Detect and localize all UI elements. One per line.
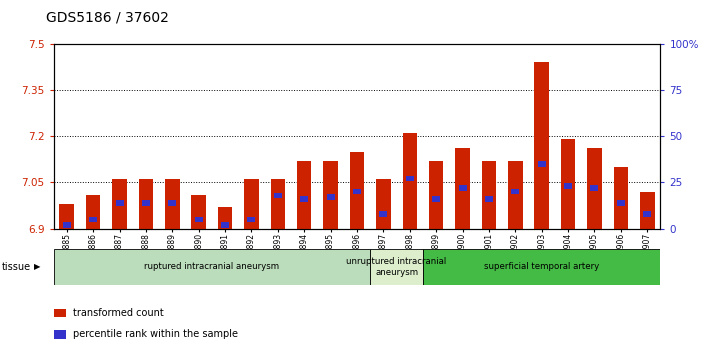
Bar xyxy=(508,161,523,229)
Bar xyxy=(326,195,335,200)
Bar xyxy=(482,161,496,229)
Bar xyxy=(54,309,66,317)
Bar xyxy=(271,179,285,229)
Bar xyxy=(403,133,417,229)
Bar xyxy=(165,179,179,229)
Bar xyxy=(640,192,655,229)
Bar xyxy=(617,200,625,205)
Text: unruptured intracranial
aneurysm: unruptured intracranial aneurysm xyxy=(346,257,447,277)
Bar xyxy=(353,189,361,195)
Bar xyxy=(116,200,124,205)
Bar xyxy=(59,204,74,229)
Bar xyxy=(248,217,256,222)
Bar xyxy=(511,189,519,195)
Bar xyxy=(485,196,493,202)
Bar xyxy=(63,222,71,228)
Bar xyxy=(535,62,549,229)
Bar xyxy=(218,207,232,229)
Bar xyxy=(54,330,66,339)
Bar xyxy=(423,249,660,285)
Bar xyxy=(370,249,423,285)
Bar xyxy=(590,185,598,191)
Bar xyxy=(274,193,282,198)
Bar xyxy=(112,179,127,229)
Bar xyxy=(379,211,388,217)
Text: ▶: ▶ xyxy=(34,262,41,271)
Text: GDS5186 / 37602: GDS5186 / 37602 xyxy=(46,11,169,25)
Text: superficial temporal artery: superficial temporal artery xyxy=(484,262,599,271)
Text: percentile rank within the sample: percentile rank within the sample xyxy=(74,329,238,339)
Bar xyxy=(221,222,229,228)
Text: ruptured intracranial aneurysm: ruptured intracranial aneurysm xyxy=(144,262,279,271)
Text: tissue: tissue xyxy=(2,262,31,272)
Bar xyxy=(643,211,651,217)
Bar xyxy=(538,161,545,167)
Bar xyxy=(350,152,364,229)
Bar xyxy=(432,196,440,202)
Bar xyxy=(587,148,602,229)
Bar xyxy=(458,185,466,191)
Bar xyxy=(244,179,258,229)
Text: transformed count: transformed count xyxy=(74,308,164,318)
Bar xyxy=(376,179,391,229)
Bar xyxy=(191,195,206,229)
Bar xyxy=(300,196,308,202)
Bar xyxy=(86,195,101,229)
Bar xyxy=(406,176,414,182)
Bar xyxy=(564,183,572,189)
Bar xyxy=(429,161,443,229)
Bar xyxy=(89,217,97,222)
Bar xyxy=(195,217,203,222)
Bar xyxy=(560,139,575,229)
Bar xyxy=(613,167,628,229)
Bar xyxy=(297,161,311,229)
Bar xyxy=(142,200,150,205)
Bar xyxy=(323,161,338,229)
Bar xyxy=(169,200,176,205)
Bar xyxy=(456,148,470,229)
Bar xyxy=(139,179,154,229)
Bar xyxy=(54,249,370,285)
